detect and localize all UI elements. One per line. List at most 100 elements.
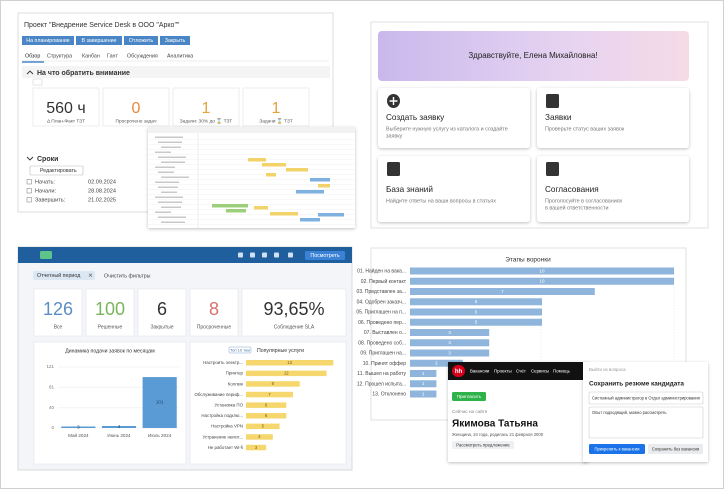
y-tick-label: 121 (46, 364, 54, 369)
gantt-row-text (155, 136, 183, 138)
value-label: 8 (272, 381, 275, 386)
header-icon[interactable] (288, 252, 293, 258)
bar (101, 425, 137, 428)
bar (61, 426, 96, 428)
header-icon[interactable] (250, 252, 255, 258)
tab[interactable]: Канбан (82, 53, 100, 59)
comment-text: Опыт подходящий, можно рассмотреть (592, 410, 667, 415)
kpi-value: 126 (43, 299, 73, 319)
kpi-value: 1 (202, 100, 211, 117)
gantt-bar (310, 178, 330, 182)
gantt-row-text (155, 151, 171, 153)
tab[interactable]: Обсуждения (127, 53, 158, 59)
status-button-label[interactable]: В завершение (81, 38, 116, 44)
tab[interactable]: Аналитика (167, 53, 193, 59)
card-title[interactable]: База знаний (386, 185, 433, 194)
card-title[interactable]: Заявки (545, 113, 571, 122)
y-tick-label: Обслуживание периф... (194, 392, 243, 397)
nav-item[interactable]: Сервисы (531, 368, 549, 373)
nav-item[interactable]: Проекты (494, 368, 512, 373)
card-title[interactable]: Создать заявку (386, 113, 445, 122)
edit-button[interactable] (29, 165, 84, 176)
hh-header (448, 362, 588, 380)
status-button-label[interactable]: Закрыть (165, 38, 186, 44)
comment-input[interactable] (588, 406, 704, 439)
value-label: 4 (118, 424, 121, 429)
kpi-value: 1 (272, 100, 281, 117)
bar (246, 381, 300, 387)
status-button-label[interactable]: Отложить (129, 38, 153, 44)
invite-label[interactable]: Пригласить (457, 394, 482, 399)
card-text: Проверьте статус ваших заявок (545, 126, 625, 132)
header-icon[interactable] (238, 252, 243, 258)
bar (246, 402, 287, 408)
nav-item[interactable]: Счёт (516, 368, 526, 373)
header-icon[interactable] (274, 252, 279, 258)
tab[interactable]: Структура (47, 53, 72, 59)
save-button[interactable] (648, 444, 703, 454)
attach-button[interactable] (589, 444, 645, 454)
nav-item[interactable]: Вакансии (470, 368, 490, 373)
chevron (26, 70, 34, 75)
kpi-label: Все (54, 324, 63, 330)
tab[interactable]: Обзор (25, 53, 40, 59)
kpi-label: Закрытые (150, 324, 173, 330)
clear-filters[interactable]: Очистить фильтры (104, 273, 151, 279)
value-label: 12 (284, 371, 289, 376)
kpi-value: 100 (95, 299, 125, 319)
gantt-row-text (161, 206, 181, 208)
portal-card[interactable] (378, 88, 530, 148)
card-title[interactable]: Согласования (545, 185, 599, 194)
kpi-label: Решенные (98, 324, 123, 330)
gantt-row-text (158, 216, 186, 218)
attach-label[interactable]: Прикрепить к вакансии (595, 446, 641, 451)
view-button-label[interactable]: Посмотреть (310, 253, 339, 259)
portal-card[interactable] (537, 156, 689, 222)
kpi-tile (189, 288, 239, 337)
save-label[interactable]: Сохранить без вакансии (652, 446, 700, 451)
position-input[interactable] (588, 391, 704, 405)
value-label: 7 (268, 392, 271, 397)
kpi-tile (33, 288, 83, 337)
y-tick-label: 01. Найден на вака... (357, 268, 406, 275)
gantt-bar (300, 218, 320, 222)
online-status: Сейчас на сайте (452, 408, 488, 414)
view-button[interactable] (305, 251, 345, 260)
bar (410, 339, 490, 347)
y-tick-label: 12. Прошел испыта... (357, 381, 406, 387)
value-label: 5 (475, 309, 478, 314)
status-button[interactable] (124, 36, 158, 45)
x-tick-label: Май 2024 (68, 432, 89, 438)
status-button[interactable] (76, 36, 122, 45)
consider-label[interactable]: Рассмотреть предложение (456, 442, 510, 447)
invite-button[interactable] (452, 392, 486, 401)
y-tick-label: Принтер (226, 371, 244, 376)
status-button[interactable] (22, 36, 74, 45)
portal-card[interactable] (378, 156, 530, 222)
kpi-label: Задачи ⌛ ТЗТ (259, 117, 292, 124)
bar (410, 380, 437, 388)
gantt-bar (318, 184, 330, 188)
value-label: 3 (255, 445, 258, 450)
y-tick-label: Устранение неисп... (202, 434, 243, 439)
kpi-card (242, 87, 310, 127)
consider-button[interactable] (452, 441, 514, 449)
status-button[interactable] (160, 36, 190, 45)
chip-close (88, 273, 93, 277)
portal-card[interactable] (537, 88, 689, 148)
card-text: Проголосуйте в согласованиях (545, 197, 623, 204)
edit-label[interactable]: Редактировать (40, 168, 77, 174)
nav-item[interactable]: Помощь (553, 368, 571, 373)
value-label: 6 (265, 402, 268, 407)
value-label: 10 (539, 268, 545, 273)
filter-chip[interactable] (33, 271, 95, 280)
header-icon[interactable] (262, 252, 267, 258)
gantt-row-text (155, 181, 179, 183)
tab[interactable]: Гант (107, 53, 118, 59)
status-button-label[interactable]: На планирование (26, 38, 70, 44)
value-label: 5 (262, 424, 265, 429)
bar (410, 359, 463, 367)
filter-label[interactable]: Отчетный период (37, 272, 80, 279)
kpi-tile (241, 288, 347, 337)
